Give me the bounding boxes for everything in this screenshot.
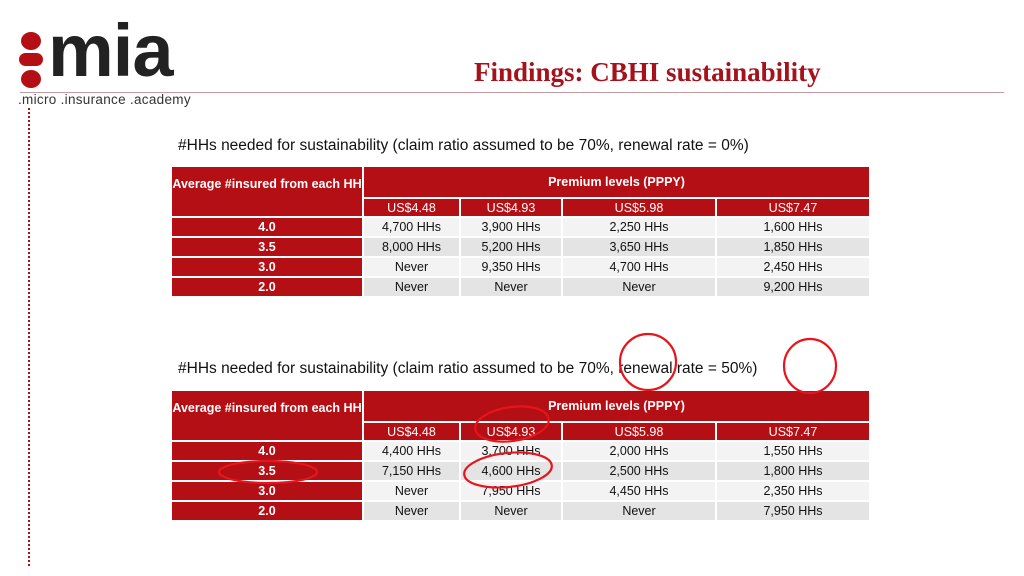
table-row: 3.5 8,000 HHs 5,200 HHs 3,650 HHs 1,850 …: [172, 238, 871, 258]
logo-dot-bottom: [21, 70, 41, 88]
table-cell: Never: [563, 278, 717, 298]
sustainability-table-renewal-50: Average #insured from each HH Premium le…: [172, 391, 871, 522]
premium-group-header: Premium levels (PPPY): [364, 391, 871, 423]
table-cell: 5,200 HHs: [461, 238, 563, 258]
row-label: 4.0: [172, 218, 364, 238]
table-cell: 2,000 HHs: [563, 442, 717, 462]
row-label: 3.5: [172, 462, 364, 482]
table-cell: Never: [364, 278, 461, 298]
table-caption-renewal-0: #HHs needed for sustainability (claim ra…: [178, 137, 749, 154]
row-label: 3.0: [172, 482, 364, 502]
logo-dot-top: [21, 32, 41, 50]
table-cell: 7,150 HHs: [364, 462, 461, 482]
table-cell: Never: [563, 502, 717, 522]
premium-header: US$5.98: [563, 423, 717, 442]
row-header: Average #insured from each HH: [172, 167, 364, 218]
table-cell: 7,950 HHs: [461, 482, 563, 502]
table-caption-renewal-50: #HHs needed for sustainability (claim ra…: [178, 360, 758, 377]
logo-tagline: .micro .insurance .academy: [18, 92, 191, 107]
table-cell: 3,700 HHs: [461, 442, 563, 462]
premium-header: US$7.47: [717, 199, 871, 218]
mia-logo: mia .micro .insurance .academy: [18, 14, 233, 110]
highlight-circle-renewal-rate: [782, 337, 838, 395]
table-cell: 4,400 HHs: [364, 442, 461, 462]
table-cell: 3,650 HHs: [563, 238, 717, 258]
premium-group-header: Premium levels (PPPY): [364, 167, 871, 199]
table-cell: 9,200 HHs: [717, 278, 871, 298]
table-cell: 3,900 HHs: [461, 218, 563, 238]
table-cell: Never: [364, 482, 461, 502]
table-cell: 2,350 HHs: [717, 482, 871, 502]
table-cell: 1,550 HHs: [717, 442, 871, 462]
row-label: 3.0: [172, 258, 364, 278]
table-cell: 1,800 HHs: [717, 462, 871, 482]
table-cell: 2,500 HHs: [563, 462, 717, 482]
slide-title: Findings: CBHI sustainability: [474, 57, 821, 87]
table-cell: 2,450 HHs: [717, 258, 871, 278]
table-cell: 2,250 HHs: [563, 218, 717, 238]
premium-header: US$4.93: [461, 423, 563, 442]
table-cell: 4,450 HHs: [563, 482, 717, 502]
table-row: 3.0 Never 9,350 HHs 4,700 HHs 2,450 HHs: [172, 258, 871, 278]
table-cell: 8,000 HHs: [364, 238, 461, 258]
side-dotted-divider: [28, 108, 30, 566]
premium-header: US$4.48: [364, 423, 461, 442]
sustainability-table-renewal-0: Average #insured from each HH Premium le…: [172, 167, 871, 298]
table-cell: 9,350 HHs: [461, 258, 563, 278]
table-cell: 1,600 HHs: [717, 218, 871, 238]
table-row: 2.0 Never Never Never 9,200 HHs: [172, 278, 871, 298]
table-row: 2.0 Never Never Never 7,950 HHs: [172, 502, 871, 522]
logo-dot-middle: [19, 53, 43, 66]
table-cell: 1,850 HHs: [717, 238, 871, 258]
premium-header: US$4.93: [461, 199, 563, 218]
premium-header: US$5.98: [563, 199, 717, 218]
premium-header: US$7.47: [717, 423, 871, 442]
row-label: 3.5: [172, 238, 364, 258]
table-cell: Never: [364, 502, 461, 522]
table-row: 4.0 4,700 HHs 3,900 HHs 2,250 HHs 1,600 …: [172, 218, 871, 238]
table-row: 3.0 Never 7,950 HHs 4,450 HHs 2,350 HHs: [172, 482, 871, 502]
row-label: 4.0: [172, 442, 364, 462]
logo-wordmark: mia: [48, 9, 174, 92]
table-cell: 7,950 HHs: [717, 502, 871, 522]
row-header: Average #insured from each HH: [172, 391, 364, 442]
table-cell: 4,600 HHs: [461, 462, 563, 482]
table-cell: Never: [461, 502, 563, 522]
table-cell: Never: [364, 258, 461, 278]
table-cell: 4,700 HHs: [563, 258, 717, 278]
row-label: 2.0: [172, 278, 364, 298]
table-row: 4.0 4,400 HHs 3,700 HHs 2,000 HHs 1,550 …: [172, 442, 871, 462]
table-cell: 4,700 HHs: [364, 218, 461, 238]
table-cell: Never: [461, 278, 563, 298]
header-divider: [20, 92, 1004, 93]
premium-header: US$4.48: [364, 199, 461, 218]
table-row: 3.5 7,150 HHs 4,600 HHs 2,500 HHs 1,800 …: [172, 462, 871, 482]
row-label: 2.0: [172, 502, 364, 522]
